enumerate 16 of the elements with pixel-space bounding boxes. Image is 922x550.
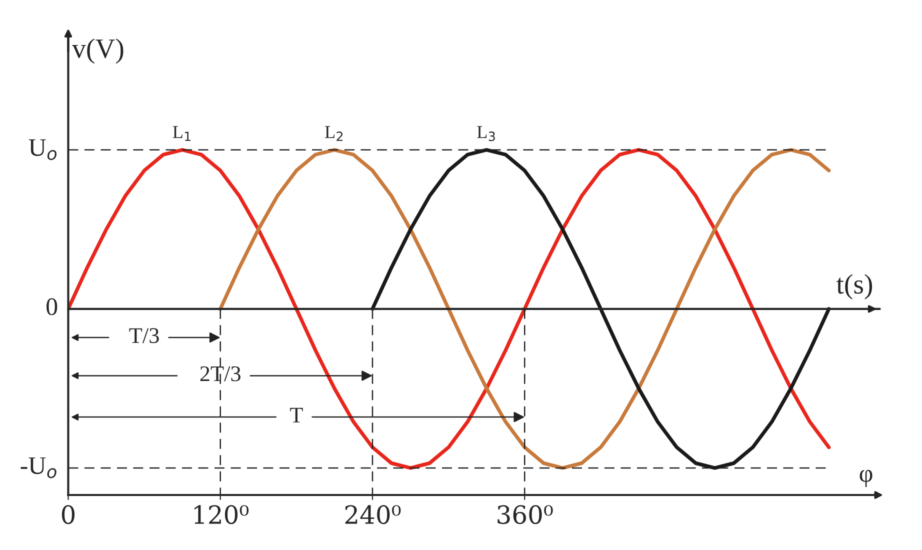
series-label: L$_{3}$ [477,126,495,142]
annotation: T/3 [129,328,159,344]
x-axis-title: φ [860,470,872,488]
annotation: 2T/3 [200,366,240,382]
x-tick-label: 120⁰ [194,505,249,524]
annotation: U$_{o}$ [28,139,57,160]
x2-axis-title: t(s) [836,274,872,300]
annotation: T [290,408,303,422]
series-label: L$_{2}$ [325,126,342,141]
annotation: -U$_{o}$ [20,457,56,478]
x-tick-label: 0 [62,505,75,524]
y-axis-title: v(V) [72,38,124,64]
series-label: L$_{1}$ [172,126,190,141]
annotation: 0 [46,298,58,316]
x-tick-label: 360⁰ [498,505,553,524]
x-tick-label: 240⁰ [345,505,401,524]
